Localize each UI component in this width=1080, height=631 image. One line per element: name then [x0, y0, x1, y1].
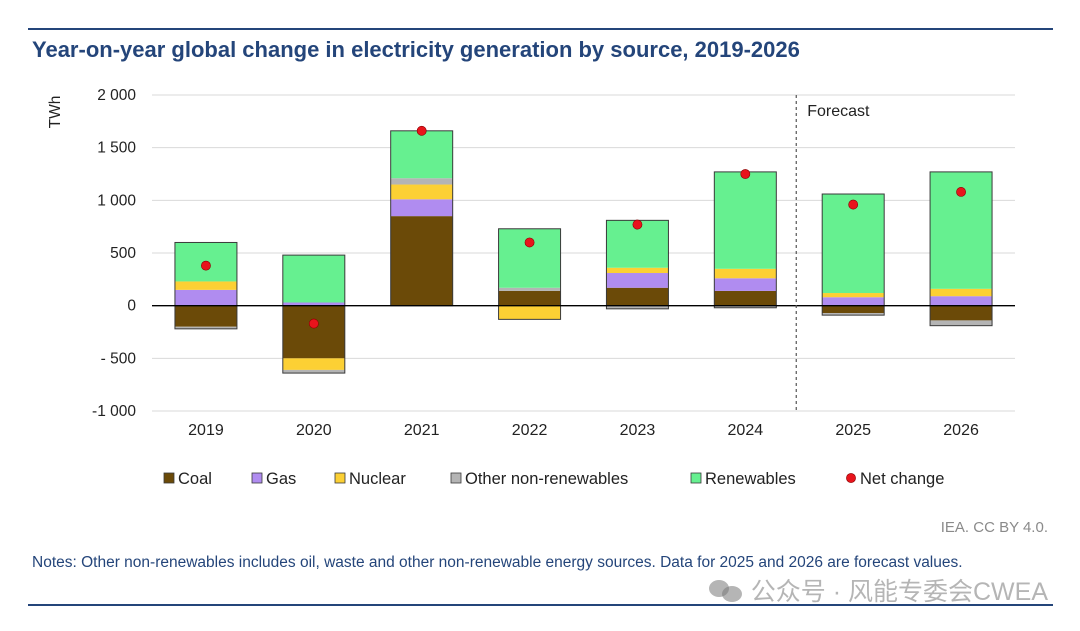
net-change-point-2024	[740, 169, 751, 179]
chart-notes: Notes: Other non-renewables includes oil…	[32, 554, 963, 571]
y-tick-label: 1 500	[97, 140, 136, 157]
bar-nuclear-2021	[390, 184, 453, 200]
bar-nuclear-2023	[606, 267, 669, 274]
wechat-icon	[708, 578, 743, 602]
x-tick-label: 2025	[835, 422, 871, 439]
bar-coal-2023	[606, 287, 669, 306]
x-tick-label: 2020	[296, 422, 332, 439]
bottom-rule	[28, 604, 1053, 606]
bar-nuclear-2019	[174, 281, 237, 290]
bar-coal-2019	[174, 305, 237, 327]
legend-swatch-gas	[251, 472, 263, 484]
bar-coal-2022	[498, 290, 561, 306]
legend-swatch-other	[450, 472, 462, 484]
x-tick-label: 2024	[728, 422, 764, 439]
legend-label-nuclear: Nuclear	[349, 470, 406, 488]
bar-gas-2020	[282, 302, 345, 306]
watermark-text: 公众号 · 风能专委会CWEA	[750, 578, 1048, 606]
x-tick-label: 2019	[188, 422, 224, 439]
bar-outline-2020	[282, 254, 346, 374]
bar-gas-2023	[606, 273, 669, 288]
legend-label-coal: Coal	[178, 470, 212, 488]
bar-nuclear-2020	[282, 358, 345, 370]
bar-renewables-2024	[714, 171, 777, 269]
x-tick-label: 2023	[620, 422, 656, 439]
chart-title: Year-on-year global change in electricit…	[32, 37, 800, 62]
bar-other-2022	[498, 287, 561, 291]
y-tick-label: -1 000	[92, 403, 136, 420]
bar-gas-2024	[714, 278, 777, 291]
net-change-point-2025	[848, 199, 859, 210]
bar-other-2023	[606, 305, 669, 309]
legend-label-net: Net change	[860, 470, 944, 488]
y-tick-label: - 500	[101, 350, 137, 367]
legend-swatch-net	[846, 473, 856, 483]
x-tick-label: 2022	[512, 422, 548, 439]
bar-other-2019	[174, 326, 237, 329]
bar-coal-2024	[714, 290, 777, 306]
bar-nuclear-2024	[714, 268, 777, 279]
net-change-point-2023	[632, 219, 643, 230]
net-change-point-2022	[524, 237, 535, 248]
bar-outline-2026	[929, 171, 993, 327]
y-axis-title: TWh	[47, 96, 64, 129]
chart-area: 2 000 1 500 1 000 500 0 - 500 -1 000 TWh 2019 202…	[47, 87, 1015, 488]
bar-other-2020	[282, 369, 345, 374]
bar-gas-2025	[822, 297, 885, 306]
legend-label-renewables: Renewables	[705, 470, 796, 488]
net-change-point-2026	[956, 187, 966, 197]
y-tick-label: 2 000	[97, 87, 136, 104]
top-rule	[28, 28, 1053, 30]
y-tick-label: 1 000	[97, 192, 136, 209]
bar-outline-2025	[821, 193, 885, 316]
bar-coal-2020	[282, 305, 345, 359]
net-change-point-2019	[201, 260, 211, 271]
source-credit: IEA. CC BY 4.0.	[940, 519, 1048, 536]
bar-coal-2026	[930, 305, 993, 321]
legend-swatch-coal	[163, 472, 175, 484]
bar-renewables-2021	[390, 130, 453, 179]
legend-label-other: Other non-renewables	[465, 470, 628, 488]
legend-label-gas: Gas	[266, 470, 296, 488]
bar-other-2026	[930, 320, 993, 326]
net-change-point-2021	[416, 125, 427, 136]
bar-coal-2025	[822, 305, 885, 314]
bar-renewables-2025	[822, 194, 885, 294]
bar-nuclear-2022	[498, 305, 561, 320]
bar-outline-2019	[174, 241, 238, 330]
bar-other-2021	[390, 178, 453, 185]
watermark: 公众号 · 风能专委会CWEA	[708, 572, 1048, 608]
bar-gas-2021	[390, 199, 453, 217]
y-tick-label: 500	[110, 245, 136, 262]
net-change-point-2020	[308, 318, 319, 329]
legend-swatch-renewables	[690, 472, 702, 484]
legend-swatch-nuclear	[334, 472, 346, 484]
bar-gas-2026	[930, 296, 993, 306]
bar-renewables-2020	[282, 255, 345, 303]
bar-nuclear-2026	[930, 288, 993, 297]
bar-other-2024	[714, 305, 777, 308]
bar-coal-2021	[390, 216, 453, 306]
forecast-label: Forecast	[807, 103, 870, 120]
bar-gas-2019	[174, 289, 237, 306]
bar-nuclear-2025	[822, 293, 885, 298]
x-tick-label: 2026	[943, 422, 979, 439]
bar-other-2025	[822, 313, 885, 316]
y-tick-label: 0	[127, 298, 136, 315]
x-tick-label: 2021	[404, 422, 440, 439]
bar-outline-2022	[498, 228, 562, 320]
